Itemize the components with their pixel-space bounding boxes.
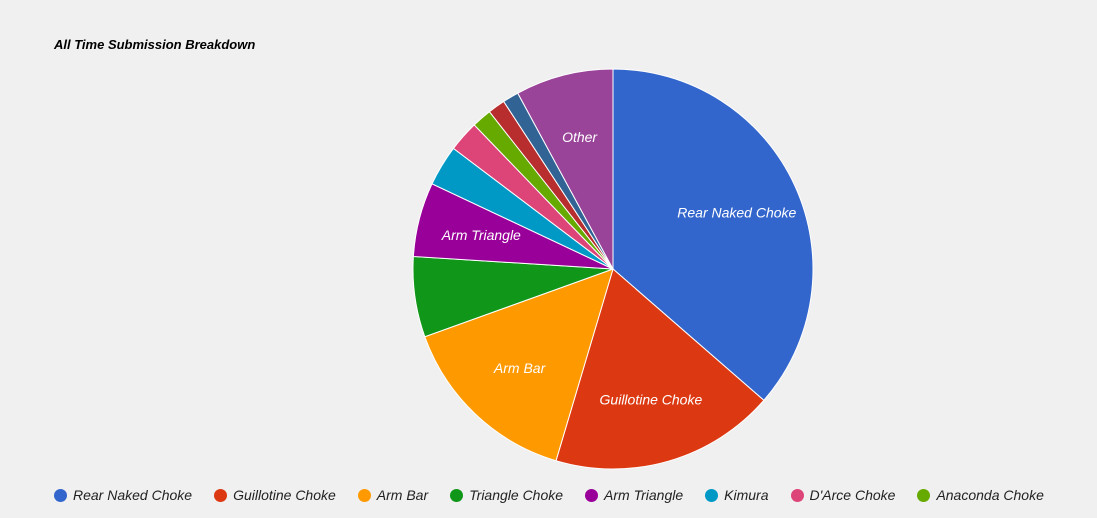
legend-label: Triangle Choke [469,487,564,503]
legend-label: Guillotine Choke [233,487,336,503]
legend-label: Anaconda Choke [936,487,1044,503]
legend-dot-icon [214,488,228,502]
legend: Rear Naked Choke Guillotine Choke Arm Bar T… [54,486,1066,504]
slice-label-other: Other [562,129,598,145]
legend-item-kimura[interactable]: Kimura [705,487,769,503]
legend-item-rear-naked-choke[interactable]: Rear Naked Choke [54,487,192,503]
legend-label: Arm Triangle [604,487,684,503]
legend-dot-icon [357,488,371,502]
legend-item-arm-bar[interactable]: Arm Bar [357,487,429,503]
legend-label: Arm Bar [376,487,429,503]
pie-slice-rear-naked-choke[interactable] [612,68,814,402]
legend-label: Kimura [724,487,769,503]
chart-title: All Time Submission Breakdown [54,37,256,52]
legend-item-d-arce-choke[interactable]: D'Arce Choke [790,487,896,503]
legend-label: D'Arce Choke [809,487,896,503]
pie-slice-guillotine-choke[interactable] [555,268,765,470]
slice-label-arm-bar: Arm Bar [493,360,547,376]
slice-label-arm-triangle: Arm Triangle [441,227,521,243]
legend-item-guillotine-choke[interactable]: Guillotine Choke [214,487,336,503]
legend-dot-icon [790,488,804,502]
legend-item-arm-triangle[interactable]: Arm Triangle [585,487,683,503]
pie-slice-arm-bar[interactable] [424,268,614,462]
legend-dot-icon [705,488,719,502]
slice-label-guillotine-choke: Guillotine Choke [600,392,703,408]
slice-label-rear-naked-choke: Rear Naked Choke [677,205,796,221]
pie-slice-other[interactable] [517,68,614,270]
legend-item-anaconda-choke[interactable]: Anaconda Choke [917,487,1044,503]
legend-dot-icon [450,488,464,502]
legend-item-triangle-choke[interactable]: Triangle Choke [450,487,563,503]
legend-label: Rear Naked Choke [73,487,193,503]
legend-dot-icon [54,488,67,502]
legend-dot-icon [585,488,599,502]
legend-dot-icon [917,488,931,502]
